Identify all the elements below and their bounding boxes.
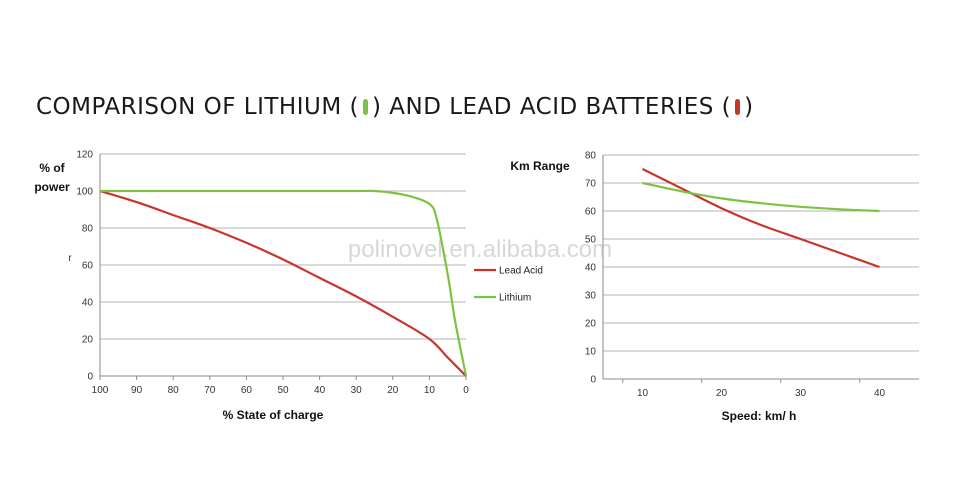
x-tick-label: 30: [795, 388, 807, 399]
x-tick-label: 20: [716, 388, 728, 399]
lithium-color-swatch: [362, 99, 368, 115]
y-tick-label: 80: [82, 224, 94, 235]
x-tick-label: 90: [131, 385, 143, 396]
y-tick-label: 70: [585, 179, 597, 190]
x-axis-label: Speed: km/ h: [722, 409, 797, 423]
y-tick-label: 0: [590, 375, 596, 386]
x-tick-label: 0: [463, 385, 469, 396]
series-line-lithium: [100, 189, 468, 377]
title-part-1: COMPARISON OF LITHIUM (: [36, 94, 359, 120]
y-tick-label: 40: [82, 298, 94, 309]
x-tick-label: 60: [241, 385, 253, 396]
series-line-2: [642, 181, 880, 213]
title-part-3: ): [744, 94, 754, 120]
y-axis-label-extra: r: [68, 253, 72, 264]
y-tick-label: 20: [585, 319, 597, 330]
page-title: COMPARISON OF LITHIUM ( ) AND LEAD ACID B…: [36, 94, 754, 120]
y-tick-label: 40: [585, 263, 597, 274]
y-axis-label-line-2: power: [34, 180, 70, 194]
y-tick-label: 30: [585, 291, 597, 302]
y-tick-label: 60: [82, 261, 94, 272]
y-tick-label: 60: [585, 207, 597, 218]
y-axis-label: Km Range: [510, 159, 570, 173]
x-tick-label: 80: [168, 385, 180, 396]
y-tick-label: 10: [585, 347, 597, 358]
y-tick-label: 100: [76, 187, 93, 198]
x-tick-label: 50: [277, 385, 289, 396]
x-tick-label: 30: [351, 385, 363, 396]
y-tick-label: 0: [87, 372, 93, 383]
x-tick-label: 100: [92, 385, 109, 396]
x-tick-label: 20: [387, 385, 399, 396]
series-line-lead-acid: [99, 189, 467, 377]
y-axis-label-line-1: % of: [39, 161, 65, 175]
x-tick-label: 70: [204, 385, 216, 396]
legend-label: Lead Acid: [499, 266, 543, 277]
y-tick-label: 20: [82, 335, 94, 346]
x-tick-label: 10: [637, 388, 649, 399]
y-tick-label: 50: [585, 235, 597, 246]
series-line-1: [642, 168, 880, 269]
x-tick-label: 10: [424, 385, 436, 396]
x-axis-label: % State of charge: [223, 408, 324, 422]
watermark: polinovel.en.alibaba.com: [348, 236, 612, 263]
title-part-2: ) AND LEAD ACID BATTERIES (: [371, 94, 732, 120]
y-tick-label: 80: [585, 151, 597, 162]
x-tick-label: 40: [314, 385, 326, 396]
x-tick-label: 40: [874, 388, 886, 399]
y-tick-label: 120: [76, 150, 93, 161]
speed-range-chart: 0 10 20 30 40 50 60 70 80 10 20 30 40 Km Range Speed: …: [510, 151, 919, 423]
legend-label: Lithium: [499, 293, 531, 304]
lead-acid-color-swatch: [735, 99, 741, 115]
